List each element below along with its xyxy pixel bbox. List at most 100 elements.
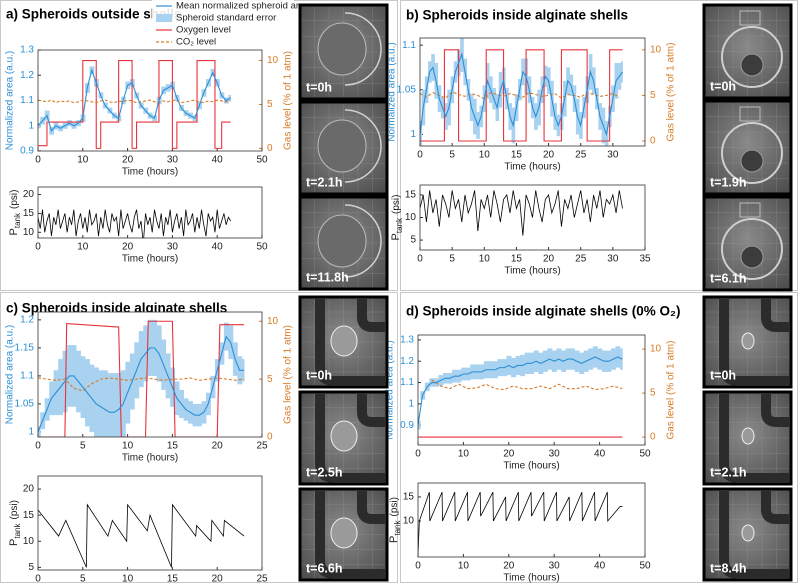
x-tick-label: 20	[543, 254, 555, 265]
plot-frame	[419, 184, 646, 251]
channel	[761, 299, 789, 332]
channel	[739, 202, 761, 218]
x-tick-label: 0	[415, 561, 421, 572]
y-tick-label: 15	[23, 208, 35, 219]
plot-frame	[37, 49, 263, 152]
y-tick-label: 1.1	[402, 40, 416, 51]
legend-label: CO₂ level	[176, 37, 216, 48]
image-caption: t=2.5h	[306, 465, 342, 479]
channel	[315, 394, 385, 483]
x-tick-label: 20	[543, 150, 555, 161]
x-axis-label: Time (hours)	[122, 453, 178, 464]
x-tick-label: 10	[479, 150, 491, 161]
x-tick-label: 50	[256, 155, 268, 166]
image-caption: t=6.1h	[710, 271, 746, 285]
legend-label: Spheroid standard error	[176, 13, 276, 24]
spheroid	[741, 332, 755, 350]
x-tick-label: 50	[639, 561, 651, 572]
y2-tick-label: 5	[267, 374, 273, 385]
spheroid	[741, 427, 755, 445]
legend-label: Mean normalized spheroid area	[176, 1, 310, 12]
x-axis-label: Time (hours)	[503, 573, 559, 583]
y2-tick-label: 0	[650, 432, 656, 443]
x-tick-label: 35	[639, 254, 651, 265]
error-band	[107, 373, 113, 437]
y-tick-label: 1.05	[397, 84, 417, 95]
y-axis-label-unit: (psi)	[9, 190, 20, 209]
x-tick-label: 30	[549, 561, 561, 572]
plot-frame	[419, 37, 646, 147]
plot-area	[38, 187, 262, 238]
y2-tick-label: 10	[267, 55, 279, 66]
channel	[719, 491, 789, 579]
y-tick-label: 1.3	[20, 45, 34, 56]
x-axis-label: Time (hours)	[504, 162, 560, 173]
x-tick-label: 10	[77, 242, 89, 253]
shell-outline	[344, 109, 382, 183]
y-tick-label: 15	[403, 492, 415, 503]
spheroid	[317, 214, 367, 268]
spheroid	[330, 420, 358, 452]
x-tick-label: 5	[80, 574, 86, 583]
y-axis-label-unit: (psi)	[389, 497, 400, 516]
y-tick-label: 10	[23, 227, 35, 238]
shell-outline	[344, 12, 382, 86]
plot-frame	[37, 186, 263, 239]
y-tick-label: 20	[23, 189, 35, 200]
series-line	[431, 379, 623, 391]
x-tick-label: 0	[417, 254, 423, 265]
x-tick-label: 25	[575, 254, 587, 265]
series-line	[418, 491, 623, 555]
series-line	[38, 68, 231, 132]
series-line	[38, 209, 231, 238]
channel	[739, 10, 761, 26]
error-band	[38, 123, 41, 129]
y2-tick-label: 0	[267, 143, 273, 154]
y-tick-label: 1.15	[15, 343, 35, 354]
x-tick-label: 30	[549, 449, 561, 460]
series-line	[38, 377, 245, 392]
y2-tick-label: 10	[650, 44, 662, 55]
series-line	[420, 51, 623, 137]
y-tick-label: 0.9	[400, 420, 414, 431]
y-axis-label-subscript: tank	[395, 217, 404, 233]
x-tick-label: 0	[35, 242, 41, 253]
y-tick-label: 1	[408, 398, 414, 409]
y-tick-label: 0.9	[20, 146, 34, 157]
image-caption: t=0h	[710, 368, 736, 382]
series-line	[418, 356, 623, 426]
x-tick-label: 25	[575, 150, 587, 161]
error-band	[418, 420, 421, 430]
spheroid	[317, 22, 367, 76]
panel-title: d) Spheroids inside alginate shells (0% …	[406, 304, 681, 319]
x-tick-label: 40	[594, 449, 606, 460]
y-axis-label-subscript: tank	[393, 519, 402, 535]
x-tick-label: 0	[415, 449, 421, 460]
y-axis-label-subscript: tank	[13, 212, 22, 228]
series-line	[38, 335, 245, 433]
plot-area	[38, 476, 262, 570]
plot-data	[418, 346, 623, 438]
y2-tick-label: 0	[267, 432, 273, 443]
y-tick-label: 1.05	[15, 399, 35, 410]
channel	[761, 491, 789, 524]
x-tick-label: 5	[449, 254, 455, 265]
channel	[357, 299, 385, 332]
x-tick-label: 0	[417, 150, 423, 161]
x-tick-label: 15	[511, 150, 523, 161]
series-line	[38, 59, 231, 149]
image-caption: t=0h	[306, 368, 332, 382]
error-band	[94, 367, 99, 437]
plot-data	[418, 491, 623, 555]
x-tick-label: 30	[167, 242, 179, 253]
y-tick-label: 1.1	[20, 95, 34, 106]
plot-frame	[37, 311, 263, 438]
y2-tick-label: 5	[267, 99, 273, 110]
plot-data	[38, 209, 231, 238]
y-axis-label: Ptank (psi)	[8, 500, 22, 546]
x-tick-label: 30	[167, 155, 179, 166]
y-tick-label: 1.1	[400, 377, 414, 388]
x-tick-label: 30	[607, 254, 619, 265]
x-tick-label: 5	[449, 150, 455, 161]
